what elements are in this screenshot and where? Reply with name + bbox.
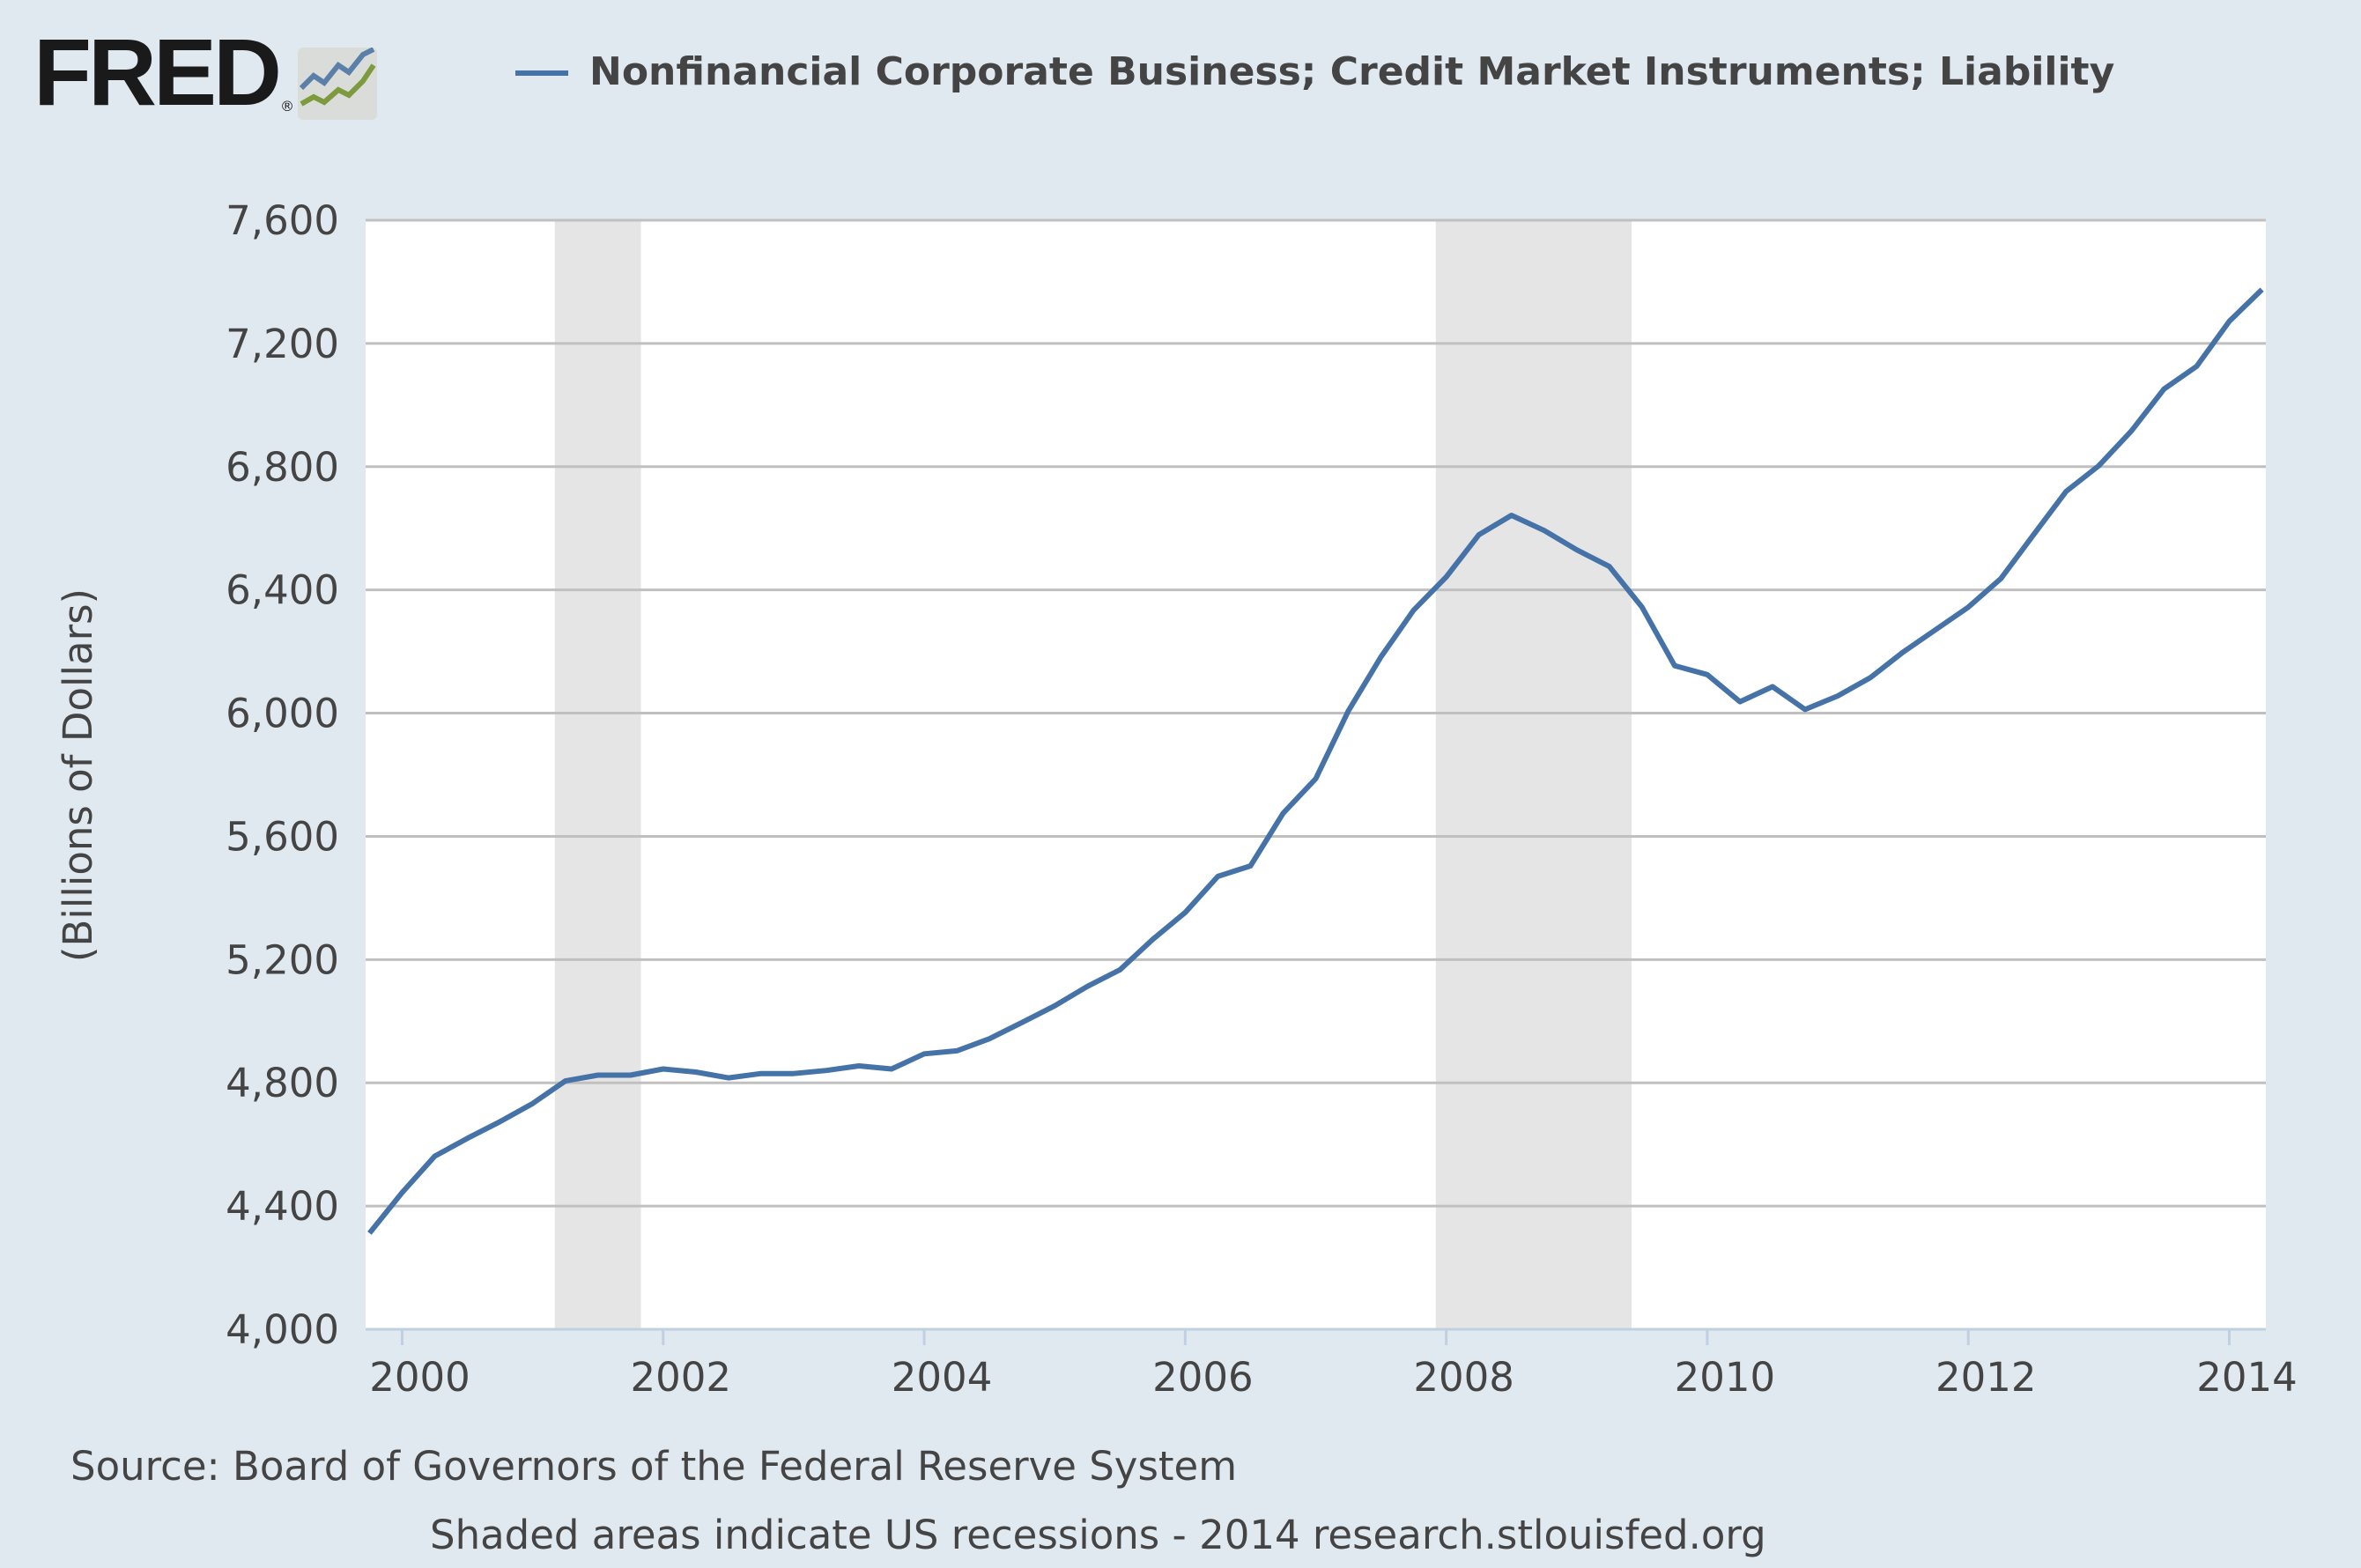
- y-tick-label: 6,400: [226, 567, 339, 614]
- x-tick-label: 2000: [369, 1354, 470, 1401]
- recession-band: [1435, 220, 1632, 1329]
- fred-logo-text: FRED: [33, 18, 282, 125]
- x-tick-label: 2006: [1152, 1354, 1254, 1401]
- x-tick-label: 2002: [631, 1354, 732, 1401]
- x-tick-label: 2012: [1935, 1354, 2037, 1401]
- y-axis-label: (Billions of Dollars): [55, 588, 101, 962]
- y-tick-label: 4,800: [226, 1060, 339, 1106]
- fred-logo[interactable]: FRED ®: [33, 25, 377, 120]
- x-tick-label: 2010: [1675, 1354, 1776, 1401]
- y-tick-label: 7,200: [226, 321, 339, 367]
- x-tick-label: 2014: [2196, 1354, 2298, 1401]
- y-tick-label: 4,000: [226, 1306, 339, 1353]
- chart-legend: Nonfinancial Corporate Business; Credit …: [515, 46, 2175, 99]
- registered-mark: ®: [280, 98, 294, 115]
- y-tick-label: 6,800: [226, 444, 339, 491]
- fred-chart-icon: [298, 48, 377, 120]
- y-tick-label: 5,600: [226, 813, 339, 860]
- recession-note: Shaded areas indicate US recessions - 20…: [430, 1512, 1766, 1558]
- y-tick-label: 4,400: [226, 1183, 339, 1230]
- source-text: Source: Board of Governors of the Federa…: [70, 1443, 1238, 1490]
- legend-label: Nonfinancial Corporate Business; Credit …: [589, 49, 2115, 94]
- legend-swatch: [515, 70, 568, 76]
- y-tick-label: 6,000: [226, 691, 339, 737]
- y-tick-label: 5,200: [226, 936, 339, 983]
- x-tick-label: 2008: [1413, 1354, 1514, 1401]
- y-tick-label: 7,600: [226, 197, 339, 244]
- recession-band: [554, 220, 641, 1329]
- x-tick-label: 2004: [892, 1354, 993, 1401]
